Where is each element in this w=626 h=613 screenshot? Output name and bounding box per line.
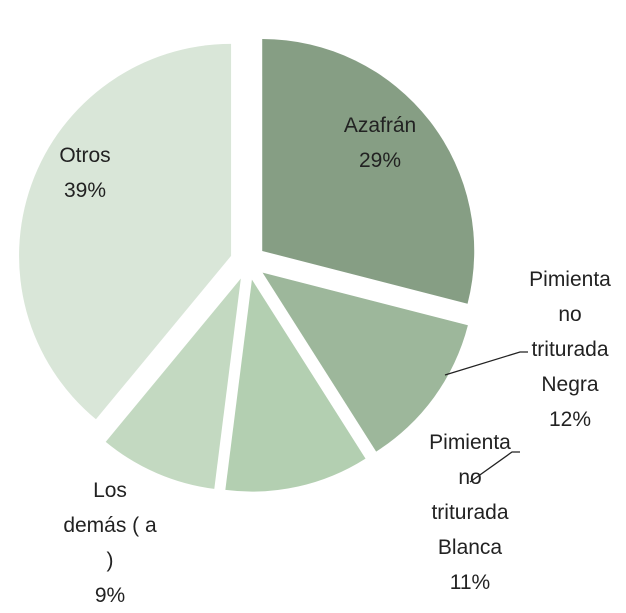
pie-slice: [105, 278, 241, 489]
slice-name: Los demás ( a ): [63, 479, 157, 572]
pie-slice: [262, 272, 468, 452]
slice-name: Otros: [59, 144, 111, 167]
slice-value: 9%: [94, 584, 126, 607]
slice-label: Otros 39%: [35, 138, 135, 208]
slice-name: Pimienta no triturada Negra: [529, 268, 611, 396]
slice-label: Azafrán 29%: [330, 108, 430, 178]
pie-area: [19, 38, 528, 492]
chart: Azafrán 29% Pimienta no triturada Negra 12%…: [19, 38, 620, 607]
pie-slice: [262, 38, 475, 304]
leader-line: [444, 351, 528, 376]
slice-value: 29%: [358, 149, 402, 172]
slice-value: 12%: [548, 408, 592, 431]
leader-line: [469, 451, 520, 483]
slice-value: 11%: [449, 571, 491, 594]
slice-label: Pimienta no triturada Blanca 11%: [420, 425, 520, 600]
slice-name: Azafrán: [343, 114, 417, 137]
slice-name: Pimienta no triturada Blanca: [429, 431, 511, 559]
slice-value: 39%: [63, 179, 107, 202]
pie-slice: [19, 43, 232, 420]
pie-slice: [225, 279, 366, 492]
slice-label: Los demás ( a ) 9%: [60, 473, 160, 613]
slice-label: Pimienta no triturada Negra 12%: [520, 262, 620, 437]
